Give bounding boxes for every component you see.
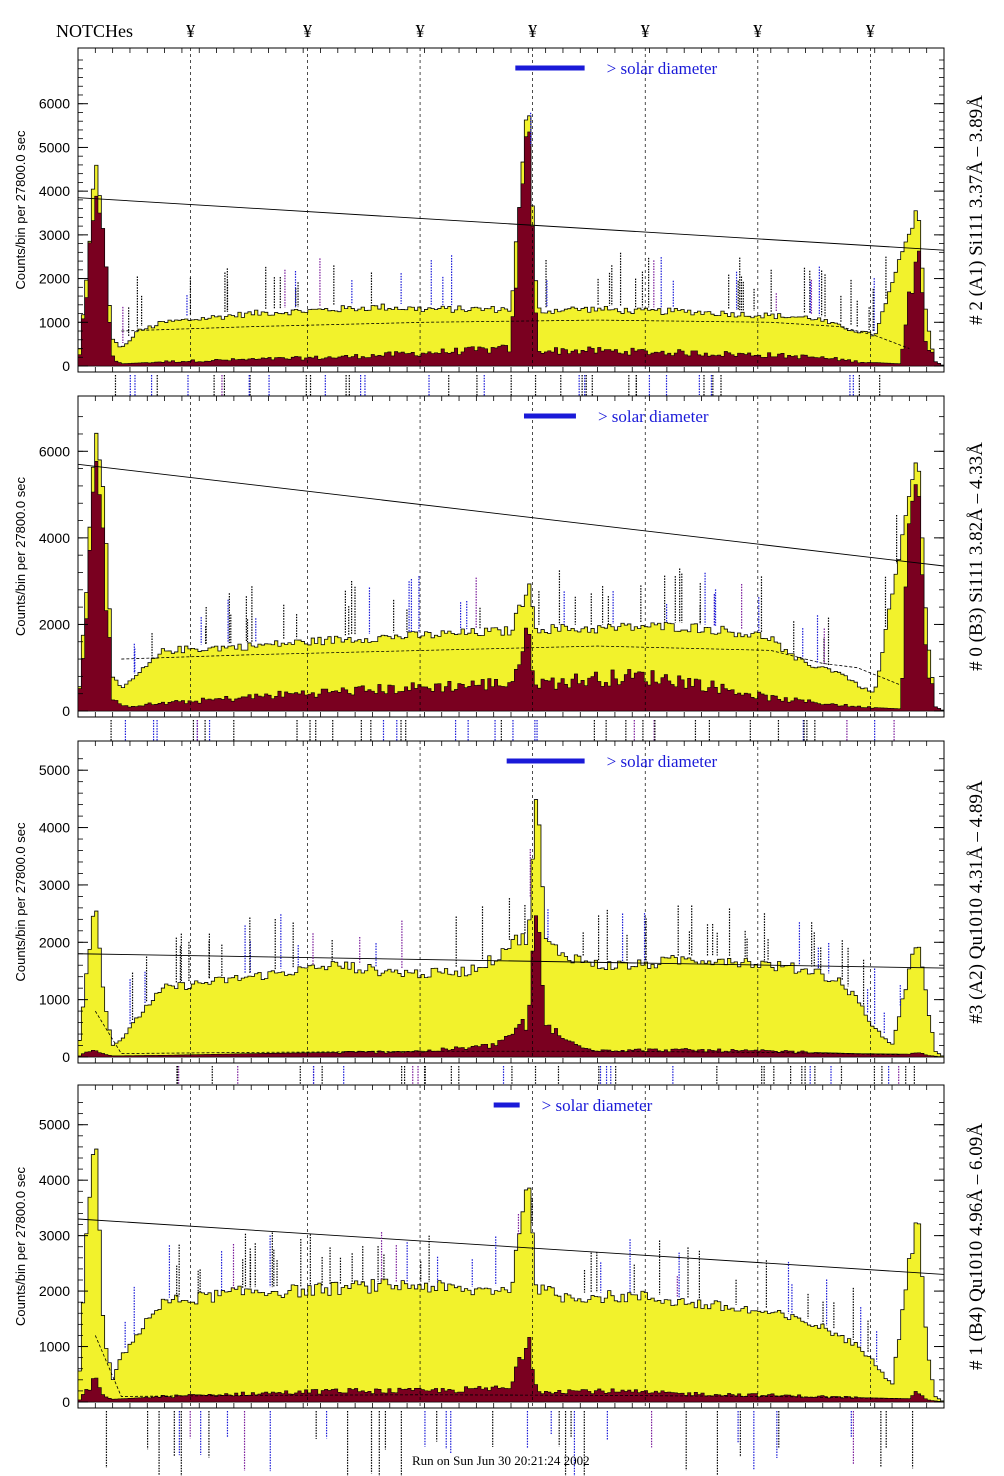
notch-symbols: ¥ ¥ ¥ ¥ ¥ ¥ ¥ [186, 21, 875, 41]
y-tick-label: 4000 [39, 183, 70, 199]
total-counts-series [77, 432, 945, 712]
y-tick-label: 0 [62, 703, 70, 719]
y-tick-label: 3000 [39, 1228, 70, 1244]
line-counts-series [77, 460, 945, 712]
effective-area-line [77, 463, 945, 567]
notch-symbol-4: ¥ [528, 21, 537, 41]
y-tick-label: 1000 [39, 992, 70, 1008]
line-counts-series [77, 915, 945, 1058]
notch-symbol-5: ¥ [641, 21, 650, 41]
panel-instrument-label: # 2 (A1) Si111 3.37Å – 3.89Å [966, 95, 987, 325]
background-model-line [121, 645, 901, 686]
y-tick-label: 6000 [39, 96, 70, 112]
y-tick-label: 5000 [39, 762, 70, 778]
y-tick-label: 0 [62, 1049, 70, 1065]
y-tick-label: 0 [62, 358, 70, 374]
y-tick-label: 2000 [39, 1283, 70, 1299]
y-axis-label: Counts/bin per 27800.0 sec [13, 477, 28, 636]
line-counts-series [77, 131, 945, 367]
y-tick-label: 1000 [39, 1339, 70, 1355]
notch-symbol-7: ¥ [866, 21, 875, 41]
solar-diameter-label: > solar diameter [598, 407, 709, 426]
y-tick-label: 3000 [39, 877, 70, 893]
effective-area-line [77, 197, 945, 251]
notch-symbol-3: ¥ [416, 21, 425, 41]
total-counts-series [77, 115, 945, 367]
panel-1: 0 1000 2000 3000 4000 5000 6000 Counts/bin per … [13, 47, 987, 447]
y-axis-label: Counts/bin per 27800.0 sec [13, 822, 28, 981]
y-axis-label: Counts/bin per 27800.0 sec [13, 1167, 28, 1326]
notch-symbol-2: ¥ [303, 21, 312, 41]
y-tick-label: 4000 [39, 1172, 70, 1188]
y-tick-label: 1000 [39, 314, 70, 330]
panel-4: 0 1000 2000 3000 4000 5000 Counts/bin per 2780… [13, 1084, 987, 1476]
run-timestamp: Run on Sun Jun 30 20:21:24 2002 [412, 1453, 590, 1468]
y-tick-label: 2000 [39, 616, 70, 632]
panels: 0 1000 2000 3000 4000 5000 6000 Counts/bin per … [13, 47, 987, 1476]
y-axis-label: Counts/bin per 27800.0 sec [13, 130, 28, 289]
solar-diameter-label: > solar diameter [542, 1096, 653, 1115]
total-counts-series [77, 1148, 945, 1403]
solar-diameter-label: > solar diameter [607, 752, 718, 771]
notches-label: NOTCHes [56, 21, 133, 41]
y-tick-label: 2000 [39, 271, 70, 287]
panel-instrument-label: # 0 (B3) Si111 3.82Å – 4.33Å [966, 442, 987, 671]
effective-area-line [77, 1218, 945, 1275]
panel-instrument-label: #3 (A2) Qu1010 4.31Å – 4.89Å [966, 780, 987, 1024]
y-tick-label: 5000 [39, 1117, 70, 1133]
solar-diameter-label: > solar diameter [607, 59, 718, 78]
panel-2: 0 2000 4000 6000 Counts/bin per 27800.0 sec #… [13, 395, 987, 792]
background-model-line [94, 1335, 901, 1400]
panel-3: 0 1000 2000 3000 4000 5000 Counts/bin per 2780… [13, 740, 987, 1138]
notch-symbol-6: ¥ [753, 21, 762, 41]
background-model-line [94, 1010, 901, 1056]
y-tick-label: 6000 [39, 443, 70, 459]
y-tick-label: 0 [62, 1394, 70, 1410]
y-tick-label: 4000 [39, 530, 70, 546]
y-tick-label: 3000 [39, 227, 70, 243]
total-counts-series [77, 799, 945, 1058]
notch-symbol-1: ¥ [186, 21, 195, 41]
y-tick-label: 5000 [39, 139, 70, 155]
y-tick-label: 4000 [39, 820, 70, 836]
y-tick-label: 2000 [39, 934, 70, 950]
panel-instrument-label: # 1 (B4) Qu1010 4.96Å – 6.09Å [966, 1123, 987, 1370]
line-id-labels [105, 1197, 914, 1476]
